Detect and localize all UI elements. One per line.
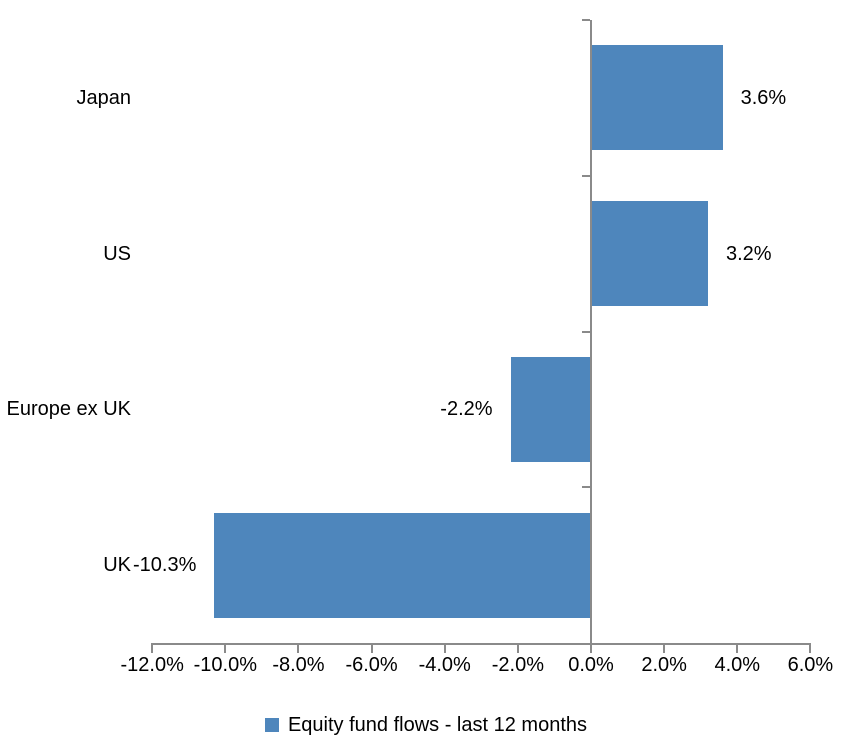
- category-label: Japan: [76, 86, 132, 109]
- x-tick-label: 4.0%: [714, 654, 761, 676]
- x-axis-tick: [297, 643, 300, 653]
- x-tick-label: -6.0%: [345, 654, 398, 676]
- x-axis-tick: [736, 643, 739, 653]
- bar: [510, 356, 591, 462]
- bar: [591, 201, 708, 307]
- x-axis-tick: [370, 643, 373, 653]
- y-axis-tick: [582, 174, 590, 177]
- value-label: 3.6%: [740, 86, 787, 109]
- x-axis-tick: [443, 643, 446, 653]
- y-axis-tick: [582, 486, 590, 489]
- x-axis-tick: [809, 643, 812, 653]
- value-label: -2.2%: [440, 398, 493, 421]
- bar: [214, 512, 591, 618]
- x-axis-tick: [151, 643, 154, 653]
- value-label: 3.2%: [726, 242, 772, 265]
- x-axis-tick: [663, 643, 666, 653]
- category-label: UK: [103, 554, 131, 577]
- x-axis-tick: [516, 643, 519, 653]
- y-axis-tick: [582, 330, 590, 333]
- x-tick-label: 6.0%: [787, 654, 834, 676]
- x-tick-label: 2.0%: [641, 654, 687, 676]
- category-label: Europe ex UK: [6, 398, 131, 421]
- legend: Equity fund flows - last 12 months: [0, 710, 852, 740]
- bar: [591, 45, 723, 151]
- x-axis-line: [152, 643, 811, 645]
- legend-color-swatch: [264, 718, 279, 732]
- category-label: US: [103, 242, 131, 265]
- x-tick-label: 0.0%: [568, 654, 614, 676]
- category-axis-zero-line: [590, 20, 592, 652]
- x-tick-label: -2.0%: [491, 654, 544, 676]
- value-label: -10.3%: [133, 554, 197, 577]
- legend-label: Equity fund flows - last 12 months: [287, 714, 588, 736]
- y-axis-tick: [582, 19, 590, 21]
- x-tick-label: -12.0%: [120, 654, 184, 676]
- x-axis-tick: [224, 643, 227, 653]
- x-tick-label: -8.0%: [272, 654, 325, 676]
- x-tick-label: -4.0%: [418, 654, 471, 676]
- x-tick-label: -10.0%: [193, 654, 258, 676]
